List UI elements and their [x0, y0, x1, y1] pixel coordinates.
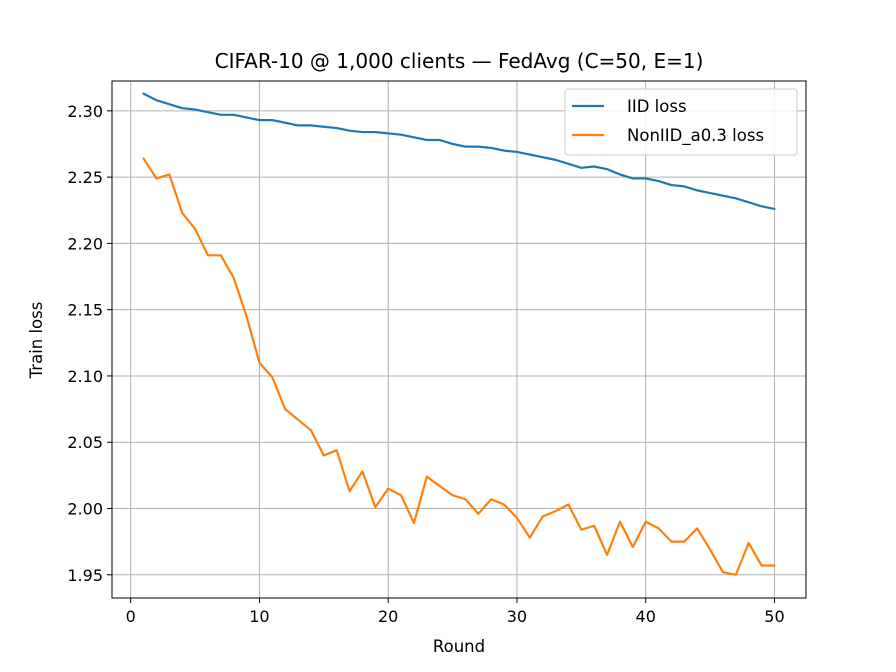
grid: [112, 81, 806, 598]
y-tick-label: 2.15: [67, 301, 103, 320]
x-tick-label: 50: [764, 607, 784, 626]
plot-frame: [111, 80, 807, 599]
series-line-1: [142, 157, 776, 576]
ticks: 0 10 20 30 40 50 1.95 2.00 2.05 2.10 2.15 2.20 2.25 2…: [67, 102, 784, 626]
x-tick-label: 20: [378, 607, 398, 626]
series-line-0: [142, 92, 776, 211]
legend-label-iid: IID loss: [627, 97, 687, 116]
x-tick-label: 0: [126, 607, 136, 626]
legend-label-noniid: NonIID_a0.3 loss: [627, 126, 764, 146]
y-tick-label: 2.25: [67, 168, 103, 187]
y-tick-label: 1.95: [67, 566, 103, 585]
x-tick-label: 30: [507, 607, 527, 626]
y-tick-label: 2.10: [67, 367, 103, 386]
x-axis-label: Round: [433, 637, 485, 656]
legend: IID loss NonIID_a0.3 loss: [564, 88, 798, 156]
y-tick-label: 2.05: [67, 433, 103, 452]
series-layer: [142, 92, 776, 576]
y-axis-label: Train loss: [27, 302, 46, 380]
y-tick-label: 2.20: [67, 234, 103, 253]
y-tick-label: 2.30: [67, 102, 103, 121]
x-tick-label: 10: [249, 607, 269, 626]
legend-box: [564, 88, 798, 156]
chart-title: CIFAR-10 @ 1,000 clients — FedAvg (C=50,…: [215, 49, 704, 73]
y-tick-label: 2.00: [67, 500, 103, 519]
x-tick-label: 40: [636, 607, 656, 626]
